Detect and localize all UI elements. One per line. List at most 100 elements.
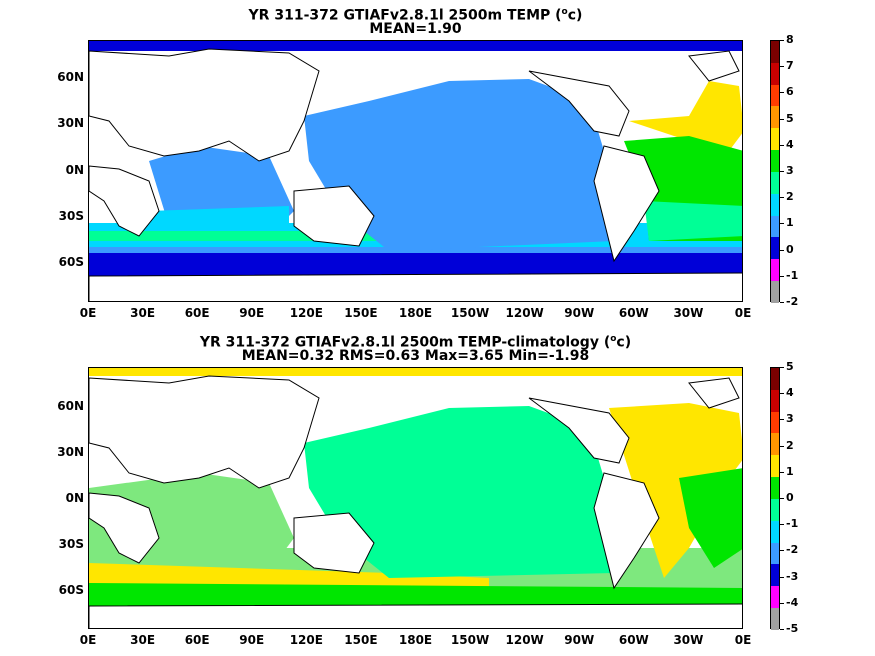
- bottom-colorbar-tick: [780, 576, 784, 578]
- bottom-map: [88, 367, 743, 629]
- top-lat-label-30s: 30S: [58, 209, 84, 223]
- top-colorbar-tick: [780, 40, 784, 41]
- bottom-lon-label: 0E: [734, 633, 752, 647]
- bottom-colorbar-label: 4: [786, 386, 794, 400]
- bottom-lon-label: 30E: [130, 633, 156, 647]
- bottom-colorbar-label: 2: [786, 438, 794, 452]
- top-colorbar-tick: [780, 92, 784, 94]
- top-lat-label-60n: 60N: [57, 70, 84, 84]
- bottom-colorbar-tick: [780, 393, 784, 395]
- bottom-colorbar-segment: [771, 586, 779, 609]
- bottom-lon-label: 60E: [184, 633, 210, 647]
- top-colorbar-tick: [780, 249, 784, 251]
- top-colorbar-label: 8: [786, 33, 794, 46]
- top-colorbar-tick: [780, 144, 784, 146]
- top-lon-label: 60W: [618, 306, 649, 320]
- bottom-lat-label-0n: 0N: [65, 491, 84, 505]
- bottom-colorbar-segment: [771, 368, 779, 390]
- bottom-lon-label: 0E: [79, 633, 97, 647]
- top-colorbar-segment: [771, 106, 779, 129]
- bottom-colorbar-segment: [771, 520, 779, 543]
- top-colorbar-segment: [771, 237, 779, 260]
- top-colorbar-tick: [780, 223, 784, 225]
- top-colorbar-segment: [771, 41, 779, 63]
- top-colorbar-label: 4: [786, 137, 794, 151]
- bottom-colorbar-label: -5: [786, 622, 799, 635]
- top-colorbar-label: 6: [786, 85, 794, 99]
- top-title: YR 311-372 GTIAFv2.8.1l 2500m TEMP (oc): [248, 7, 583, 24]
- bottom-colorbar-segment: [771, 455, 779, 478]
- bottom-colorbar-label: 1: [786, 464, 794, 478]
- top-colorbar: [770, 40, 780, 303]
- top-colorbar-segment: [771, 150, 779, 172]
- top-colorbar-label: -1: [786, 268, 799, 282]
- top-lon-label: 60E: [184, 306, 210, 320]
- top-colorbar-tick: [780, 118, 784, 120]
- bottom-colorbar-tick: [780, 602, 784, 604]
- top-lon-label: 150E: [344, 306, 378, 320]
- top-lon-label: 0E: [79, 306, 97, 320]
- top-lon-label: 180E: [398, 306, 433, 320]
- bottom-title: YR 311-372 GTIAFv2.8.1l 2500m TEMP-clima…: [199, 334, 632, 351]
- bottom-colorbar-segment: [771, 542, 779, 565]
- bottom-colorbar: [770, 367, 780, 630]
- bottom-lat-label-60s: 60S: [58, 583, 84, 597]
- bottom-colorbar-tick: [780, 367, 784, 368]
- top-colorbar-tick: [780, 66, 784, 68]
- bottom-colorbar-label: -2: [786, 543, 799, 557]
- top-colorbar-tick: [780, 275, 784, 277]
- bottom-colorbar-label: 0: [786, 491, 794, 504]
- top-colorbar-label: 0: [786, 242, 794, 256]
- bottom-lon-label: 150E: [344, 633, 378, 647]
- top-map: [88, 40, 743, 302]
- top-subtitle: MEAN=1.90: [369, 21, 462, 37]
- bottom-colorbar-tick: [780, 445, 784, 447]
- top-colorbar-label: 2: [786, 190, 794, 204]
- bottom-lon-label: 90W: [564, 633, 595, 647]
- top-lon-label: 0E: [734, 306, 752, 320]
- top-colorbar-segment: [771, 171, 779, 194]
- bottom-lon-label: 120W: [505, 633, 544, 647]
- top-colorbar-tick: [780, 171, 784, 172]
- top-colorbar-label: 5: [786, 111, 794, 125]
- bottom-colorbar-tick: [780, 419, 784, 421]
- top-lon-label: 150W: [450, 306, 490, 320]
- bottom-lon-label: 30W: [673, 633, 704, 647]
- top-lat-label-30n: 30N: [57, 116, 84, 130]
- bottom-subtitle: MEAN=0.32 RMS=0.63 Max=3.65 Min=-1.98: [241, 348, 590, 364]
- top-colorbar-tick: [780, 197, 784, 199]
- top-lat-label-0n: 0N: [65, 163, 84, 177]
- top-lon-label: 30W: [673, 306, 704, 320]
- top-colorbar-segment: [771, 259, 779, 282]
- top-colorbar-segment: [771, 281, 779, 303]
- top-lon-label: 90W: [564, 306, 595, 320]
- top-colorbar-segment: [771, 215, 779, 238]
- bottom-lon-label: 120E: [289, 633, 323, 647]
- bottom-colorbar-segment: [771, 564, 779, 587]
- top-colorbar-label: 1: [786, 216, 794, 230]
- bottom-colorbar-segment: [771, 433, 779, 456]
- top-colorbar-label: 7: [786, 59, 794, 73]
- bottom-lat-label-30s: 30S: [58, 537, 84, 551]
- bottom-colorbar-tick: [780, 524, 784, 526]
- bottom-lat-label-60n: 60N: [57, 399, 84, 413]
- bottom-colorbar-label: 5: [786, 360, 794, 373]
- bottom-colorbar-label: -1: [786, 517, 799, 531]
- top-colorbar-label: -2: [786, 295, 799, 308]
- bottom-lon-label: 90E: [239, 633, 265, 647]
- top-lon-label: 120W: [505, 306, 544, 320]
- top-lon-label: 30E: [130, 306, 156, 320]
- bottom-colorbar-segment: [771, 477, 779, 499]
- top-colorbar-segment: [771, 193, 779, 216]
- bottom-colorbar-segment: [771, 411, 779, 434]
- bottom-colorbar-label: 3: [786, 412, 794, 426]
- bottom-colorbar-tick: [780, 629, 784, 630]
- bottom-colorbar-segment: [771, 608, 779, 630]
- top-colorbar-segment: [771, 62, 779, 85]
- top-colorbar-segment: [771, 84, 779, 107]
- top-colorbar-segment: [771, 128, 779, 151]
- bottom-colorbar-label: -3: [786, 569, 799, 583]
- top-lat-label-60s: 60S: [58, 255, 84, 269]
- bottom-colorbar-tick: [780, 550, 784, 552]
- bottom-colorbar-tick: [780, 471, 784, 473]
